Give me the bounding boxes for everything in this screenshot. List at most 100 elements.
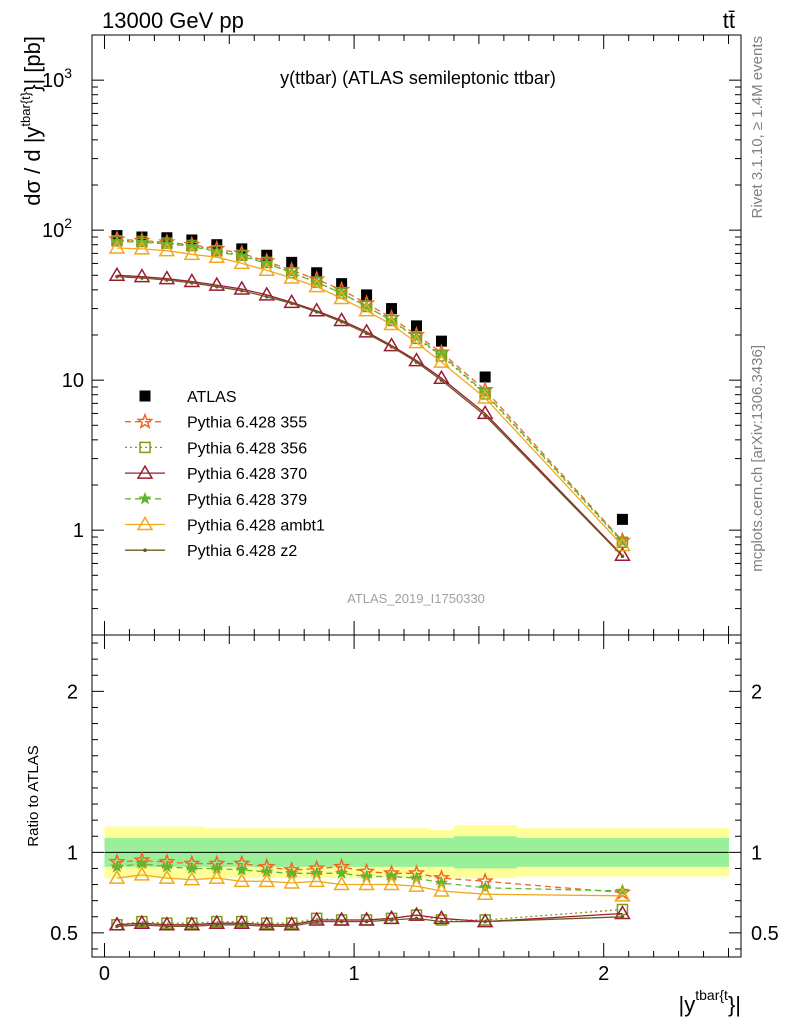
data-point-p370 bbox=[233, 280, 251, 295]
x-axis-label-end: }| bbox=[728, 992, 741, 1017]
x-axis-label-sup: tbar{t bbox=[695, 987, 728, 1003]
x-axis-label: |ytbar{t}| bbox=[679, 987, 741, 1017]
ratio-point-z2 bbox=[190, 924, 194, 929]
ratio-point-p370 bbox=[208, 914, 226, 929]
legend-item-p355: Pythia 6.428 355 bbox=[125, 412, 307, 432]
ratio-series-p370 bbox=[108, 905, 631, 931]
data-point-p370 bbox=[158, 270, 176, 285]
data-point-z2 bbox=[115, 274, 119, 279]
legend-label-p370: Pythia 6.428 370 bbox=[187, 466, 307, 483]
y-tick-exponent: 2 bbox=[64, 215, 72, 231]
data-point-z2 bbox=[439, 378, 444, 382]
y-axis-label-sup: tbar{t} bbox=[18, 91, 33, 126]
mcplots-label: mcplots.cern.ch [arXiv:1306.3436] bbox=[749, 345, 766, 572]
ratio-point-z2 bbox=[483, 919, 487, 924]
ratio-point-z2 bbox=[140, 923, 144, 927]
legend-label-p379: Pythia 6.428 379 bbox=[187, 492, 307, 509]
main-panel: 1 10 102 103 y(ttbar) (ATLAS semileptonic tt… bbox=[18, 34, 742, 636]
ratio-series-z2 bbox=[115, 914, 625, 929]
series-line-p356 bbox=[116, 240, 623, 543]
collision-label: 13000 GeV pp bbox=[102, 8, 244, 33]
legend-item-z2: Pythia 6.428 z2 bbox=[125, 543, 297, 560]
data-point-z2 bbox=[190, 281, 194, 285]
ratio-point-ambt1 bbox=[433, 882, 450, 897]
data-point-z2 bbox=[215, 284, 219, 289]
legend-marker-p370 bbox=[136, 464, 154, 479]
data-point-p379 bbox=[615, 534, 630, 548]
data-point-z2 bbox=[165, 278, 169, 282]
ratio-point-ambt1 bbox=[108, 869, 126, 884]
ratio-point-p379 bbox=[135, 856, 149, 870]
data-point-z2 bbox=[483, 413, 487, 418]
y-tick-label: 103 bbox=[42, 65, 72, 92]
ratio-y-tick-label-right: 1 bbox=[751, 842, 762, 864]
ratio-point-z2 bbox=[239, 923, 244, 927]
ratio-point-z2 bbox=[389, 918, 394, 922]
ratio-point-z2 bbox=[414, 916, 419, 921]
legend-marker-z2 bbox=[143, 548, 147, 552]
ratio-point-ambt1 bbox=[158, 869, 176, 884]
ratio-point-z2 bbox=[289, 924, 294, 929]
data-point-z2 bbox=[414, 360, 419, 364]
ratio-y-tick-label: 0.5 bbox=[50, 923, 78, 945]
data-point-z2 bbox=[314, 310, 319, 314]
data-point-ambt1 bbox=[258, 261, 276, 277]
data-point-atlas bbox=[386, 303, 398, 315]
ratio-point-z2 bbox=[314, 919, 319, 924]
ratio-point-p370 bbox=[158, 916, 176, 931]
data-point-ambt1 bbox=[308, 278, 325, 293]
ratio-line-ambt1 bbox=[116, 874, 623, 897]
data-point-atlas bbox=[616, 513, 628, 525]
data-point-p370 bbox=[283, 293, 300, 309]
data-point-z2 bbox=[389, 344, 394, 349]
data-point-atlas bbox=[435, 335, 447, 347]
ratio-y-tick-label-right: 0.5 bbox=[751, 923, 779, 945]
ratio-point-z2 bbox=[215, 923, 219, 927]
data-point-atlas bbox=[479, 371, 491, 383]
legend: ATLAS Pythia 6.428 355 Pythia 6.428 356 Pyt… bbox=[125, 389, 325, 560]
data-point-p379 bbox=[310, 275, 324, 288]
legend-label-z2: Pythia 6.428 z2 bbox=[187, 543, 297, 560]
analysis-label: ATLAS_2019_I1750330 bbox=[347, 591, 485, 606]
ratio-point-z2 bbox=[165, 924, 169, 929]
ratio-panel: 0.5 0.5 1 1 2 2 0 1 2 Ratio to ATLAS |ytbar{t}| bbox=[25, 634, 779, 1017]
ratio-point-p379 bbox=[160, 859, 174, 873]
data-point-p379 bbox=[478, 386, 492, 399]
data-point-ambt1 bbox=[358, 302, 375, 317]
series-line-p370 bbox=[116, 274, 623, 556]
ratio-point-ambt1 bbox=[233, 872, 251, 888]
ratio-point-ambt1 bbox=[476, 885, 494, 900]
legend-label-p356: Pythia 6.428 356 bbox=[187, 440, 307, 457]
data-point-ambt1 bbox=[433, 353, 450, 368]
ratio-point-p379 bbox=[185, 861, 199, 875]
ratio-point-ambt1 bbox=[258, 872, 276, 888]
x-tick-label: 0 bbox=[99, 963, 110, 985]
ratio-line-p370 bbox=[116, 912, 623, 926]
ratio-plot-frame bbox=[91, 634, 742, 958]
ratio-point-p370 bbox=[108, 916, 126, 931]
data-point-p370 bbox=[108, 266, 126, 282]
legend-label-atlas: ATLAS bbox=[187, 389, 237, 406]
ratio-y-axis-label: Ratio to ATLAS bbox=[25, 745, 42, 846]
ratio-point-p370 bbox=[283, 916, 300, 931]
ratio-point-ambt1 bbox=[283, 874, 300, 889]
data-point-z2 bbox=[264, 294, 269, 299]
ratio-point-p370 bbox=[258, 916, 276, 931]
data-point-z2 bbox=[140, 276, 144, 280]
data-point-atlas bbox=[236, 243, 248, 255]
ratio-point-p370 bbox=[383, 909, 400, 925]
ratio-point-ambt1 bbox=[208, 869, 226, 884]
ratio-point-z2 bbox=[364, 919, 369, 924]
data-point-p370 bbox=[258, 286, 276, 301]
data-point-z2 bbox=[239, 288, 244, 293]
ratio-point-p379 bbox=[615, 884, 630, 897]
series-line-p355 bbox=[116, 238, 623, 542]
data-point-z2 bbox=[620, 554, 625, 559]
ratio-y-tick-label-right: 2 bbox=[751, 681, 762, 703]
ratio-line-z2 bbox=[116, 916, 623, 928]
ratio-point-z2 bbox=[339, 919, 344, 924]
y-axis-label: dσ / d |ytbar{t}}| [pb] bbox=[18, 36, 45, 206]
data-point-z2 bbox=[289, 301, 294, 306]
data-point-p370 bbox=[358, 323, 375, 338]
